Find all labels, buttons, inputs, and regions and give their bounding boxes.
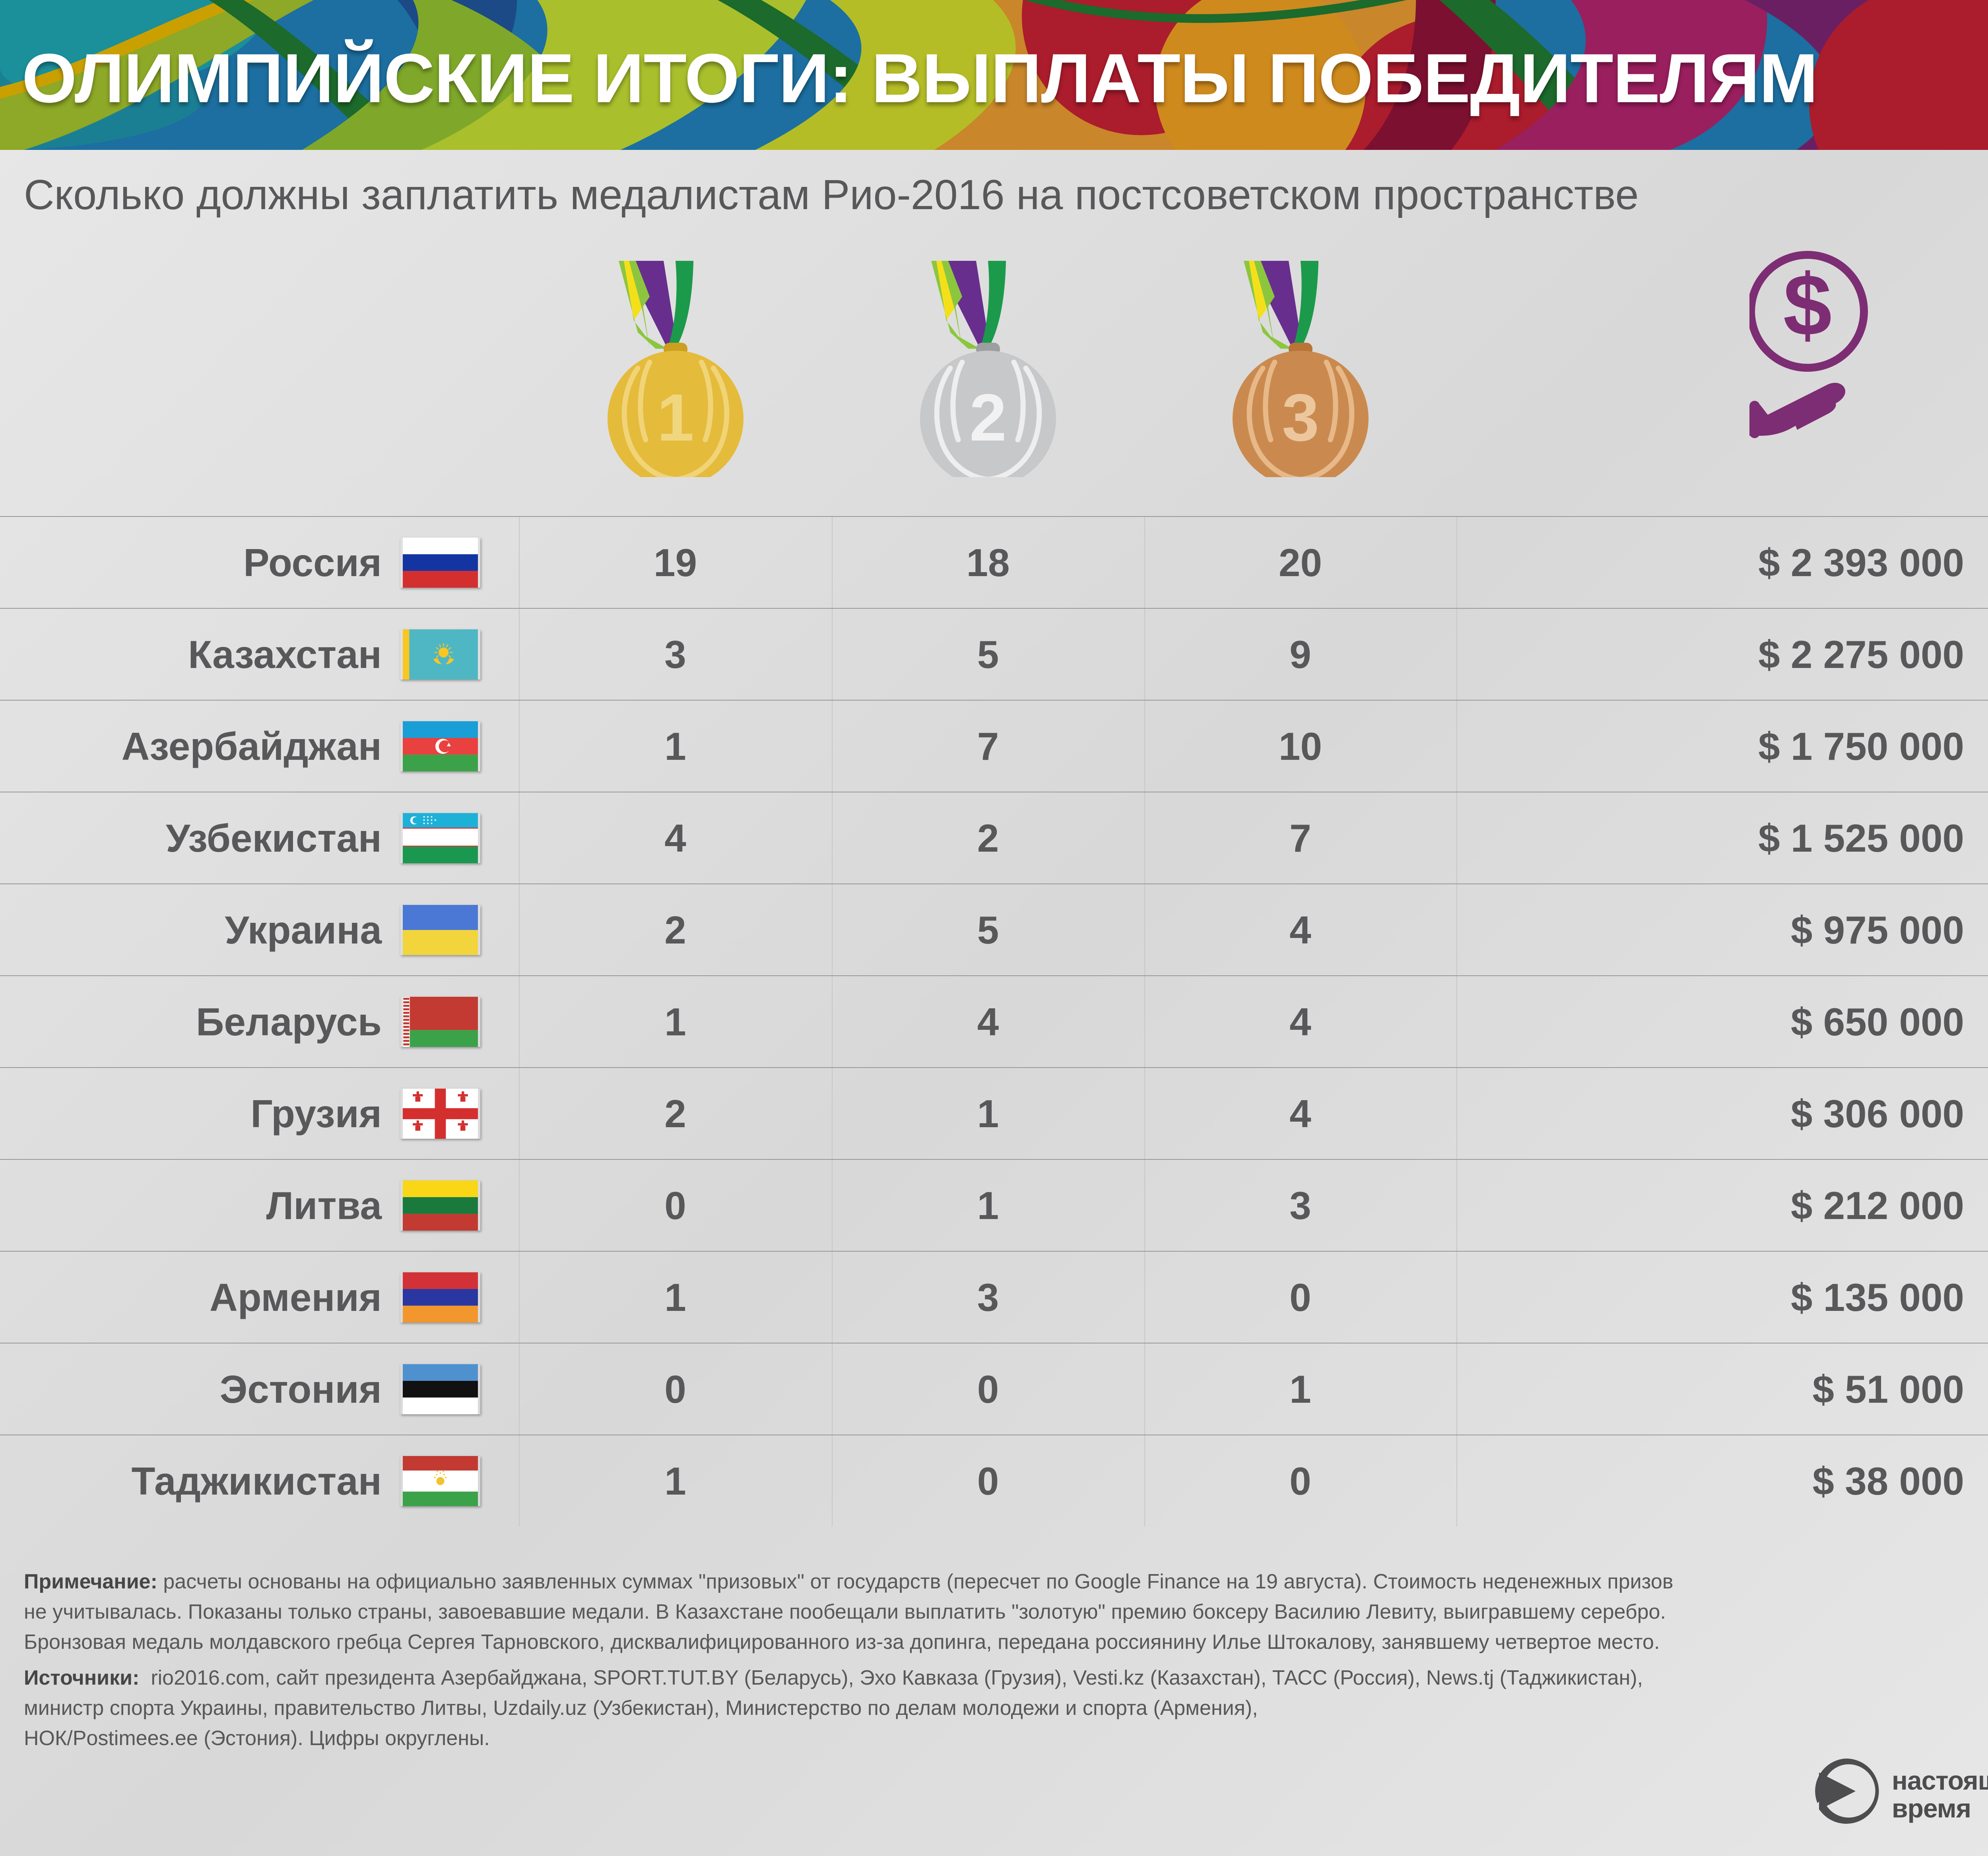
svg-text:3: 3 <box>1282 380 1319 455</box>
svg-text:1: 1 <box>657 380 694 455</box>
svg-text:$: $ <box>1783 256 1832 354</box>
svg-text:время: время <box>1892 1794 1971 1823</box>
svg-text:2: 2 <box>969 380 1006 455</box>
svg-text:настоящее: настоящее <box>1892 1766 1988 1795</box>
